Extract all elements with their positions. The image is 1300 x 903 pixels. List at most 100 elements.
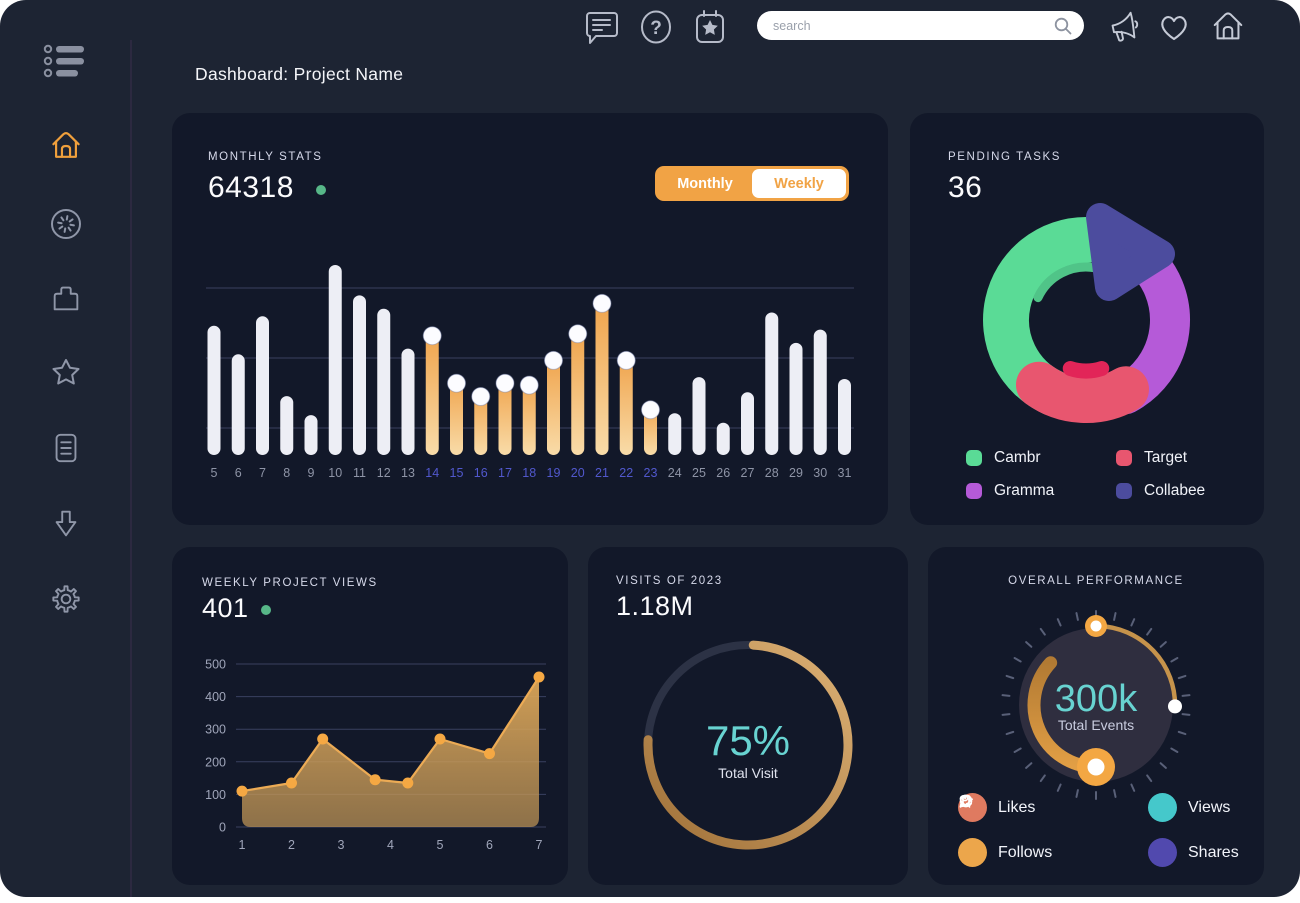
period-toggle: Monthly Weekly (655, 166, 849, 201)
monthly-bar-chart: 5 6 7 8 9 10 11 12 13 14 15 16 17 18 19 20 21 22 23 24 25 26 2… (206, 265, 854, 480)
visits-progress-ring (643, 640, 853, 850)
svg-text:29: 29 (789, 466, 803, 480)
sidebar-divider (130, 40, 132, 897)
svg-text:200: 200 (205, 755, 226, 769)
svg-text:7: 7 (536, 838, 543, 852)
document-icon (55, 433, 77, 463)
visits-percent: 75% (705, 717, 791, 764)
pending-tasks-legend: Cambr Target Gramma Collabee (966, 449, 1205, 500)
svg-text:17: 17 (498, 466, 512, 480)
performance-value: 300k (1054, 678, 1138, 720)
search-bar (757, 11, 1084, 40)
search-input[interactable] (773, 18, 1054, 33)
svg-text:23: 23 (644, 466, 658, 480)
visits-card: VISITS OF 2023 1.18M 75% Total Visit (588, 547, 908, 885)
legend-item: Target (1116, 449, 1205, 467)
performance-gauge-chart (1001, 610, 1191, 800)
status-dot (260, 605, 271, 615)
svg-text:500: 500 (205, 658, 226, 672)
svg-text:25: 25 (692, 466, 706, 480)
sidebar-item-briefcase[interactable] (48, 280, 84, 316)
legend-item: Gramma (966, 482, 1116, 500)
chat-bubble-icon (959, 794, 1177, 867)
sidebar-item-home[interactable] (48, 128, 84, 164)
svg-text:12: 12 (377, 466, 391, 480)
toggle-monthly-button[interactable]: Monthly (677, 175, 733, 192)
help-icon[interactable]: ? (637, 8, 675, 46)
arrows-up-down-icon (959, 793, 1177, 822)
page-title: Dashboard: Project Name (195, 64, 404, 84)
person-add-icon (958, 794, 987, 867)
monthly-stats-value: 64318 (208, 171, 326, 205)
svg-text:19: 19 (547, 466, 561, 480)
svg-text:3: 3 (338, 838, 345, 852)
svg-text:10: 10 (328, 466, 342, 480)
heart-icon[interactable] (1155, 8, 1193, 46)
svg-text:28: 28 (765, 466, 779, 480)
weekly-views-value: 401 (202, 593, 271, 624)
activity-dial-icon (51, 209, 81, 239)
svg-text:20: 20 (571, 466, 585, 480)
pending-tasks-donut-chart (983, 203, 1190, 423)
home-icon[interactable] (1209, 8, 1247, 46)
legend-item-shares: Shares (959, 794, 1239, 867)
svg-text:13: 13 (401, 466, 415, 480)
svg-text:?: ? (650, 18, 662, 39)
sidebar-item-settings[interactable] (48, 581, 84, 617)
svg-text:300: 300 (205, 723, 226, 737)
svg-text:16: 16 (474, 466, 488, 480)
gear-icon (52, 585, 80, 613)
svg-text:5: 5 (211, 466, 218, 480)
briefcase-icon (53, 286, 79, 311)
svg-text:18: 18 (522, 466, 536, 480)
sidebar-item-activity[interactable] (48, 206, 84, 242)
svg-text:30: 30 (813, 466, 827, 480)
search-icon[interactable] (1054, 17, 1072, 35)
svg-text:31: 31 (838, 466, 852, 480)
performance-card: OVERALL PERFORMANCE 300k Total Events Li… (928, 547, 1264, 885)
svg-text:8: 8 (283, 466, 290, 480)
legend-item-views: Views (959, 793, 1239, 822)
menu-list-icon[interactable] (42, 42, 98, 82)
svg-text:11: 11 (353, 466, 366, 480)
megaphone-icon[interactable] (1104, 8, 1142, 46)
legend-swatch (1116, 483, 1132, 499)
svg-text:15: 15 (450, 466, 464, 480)
toggle-weekly-button[interactable]: Weekly (752, 169, 846, 198)
pending-tasks-card: PENDING TASKS 36 Cambr Target Gramma Col… (910, 113, 1264, 525)
home-icon (52, 132, 80, 158)
sidebar-item-downloads[interactable] (48, 506, 84, 542)
visits-value: 1.18M (616, 591, 694, 621)
legend-swatch (1116, 450, 1132, 466)
legend-swatch (966, 450, 982, 466)
weekly-views-card: WEEKLY PROJECT VIEWS 401 500 400 300 200 100… (172, 547, 568, 885)
monthly-stats-label: MONTHLY STATS (208, 151, 323, 163)
svg-text:5: 5 (437, 838, 444, 852)
star-icon (52, 359, 80, 385)
svg-text:22: 22 (619, 466, 633, 480)
performance-label: OVERALL PERFORMANCE (1008, 575, 1184, 587)
performance-legend: Likes Views Follows Shares (958, 793, 1239, 867)
calendar-star-icon[interactable] (691, 8, 729, 46)
svg-text:27: 27 (741, 466, 755, 480)
legend-item: Collabee (1116, 482, 1205, 500)
svg-text:14: 14 (425, 466, 439, 480)
sidebar-item-favorites[interactable] (48, 355, 84, 391)
svg-text:2: 2 (288, 838, 295, 852)
svg-text:7: 7 (259, 466, 266, 480)
sidebar-item-documents[interactable] (48, 430, 84, 466)
svg-text:6: 6 (486, 838, 493, 852)
svg-text:400: 400 (205, 690, 226, 704)
pending-tasks-value: 36 (948, 171, 983, 204)
monthly-stats-card: MONTHLY STATS 64318 Monthly Weekly 5 6 7 8 9… (172, 113, 888, 525)
legend-item-likes: Likes (958, 793, 1148, 822)
svg-text:4: 4 (387, 838, 394, 852)
svg-text:26: 26 (716, 466, 730, 480)
svg-text:1: 1 (239, 838, 246, 852)
svg-text:6: 6 (235, 466, 242, 480)
svg-text:100: 100 (205, 788, 226, 802)
svg-text:21: 21 (595, 466, 609, 480)
chat-icon[interactable] (582, 8, 620, 46)
svg-text:0: 0 (219, 821, 226, 835)
